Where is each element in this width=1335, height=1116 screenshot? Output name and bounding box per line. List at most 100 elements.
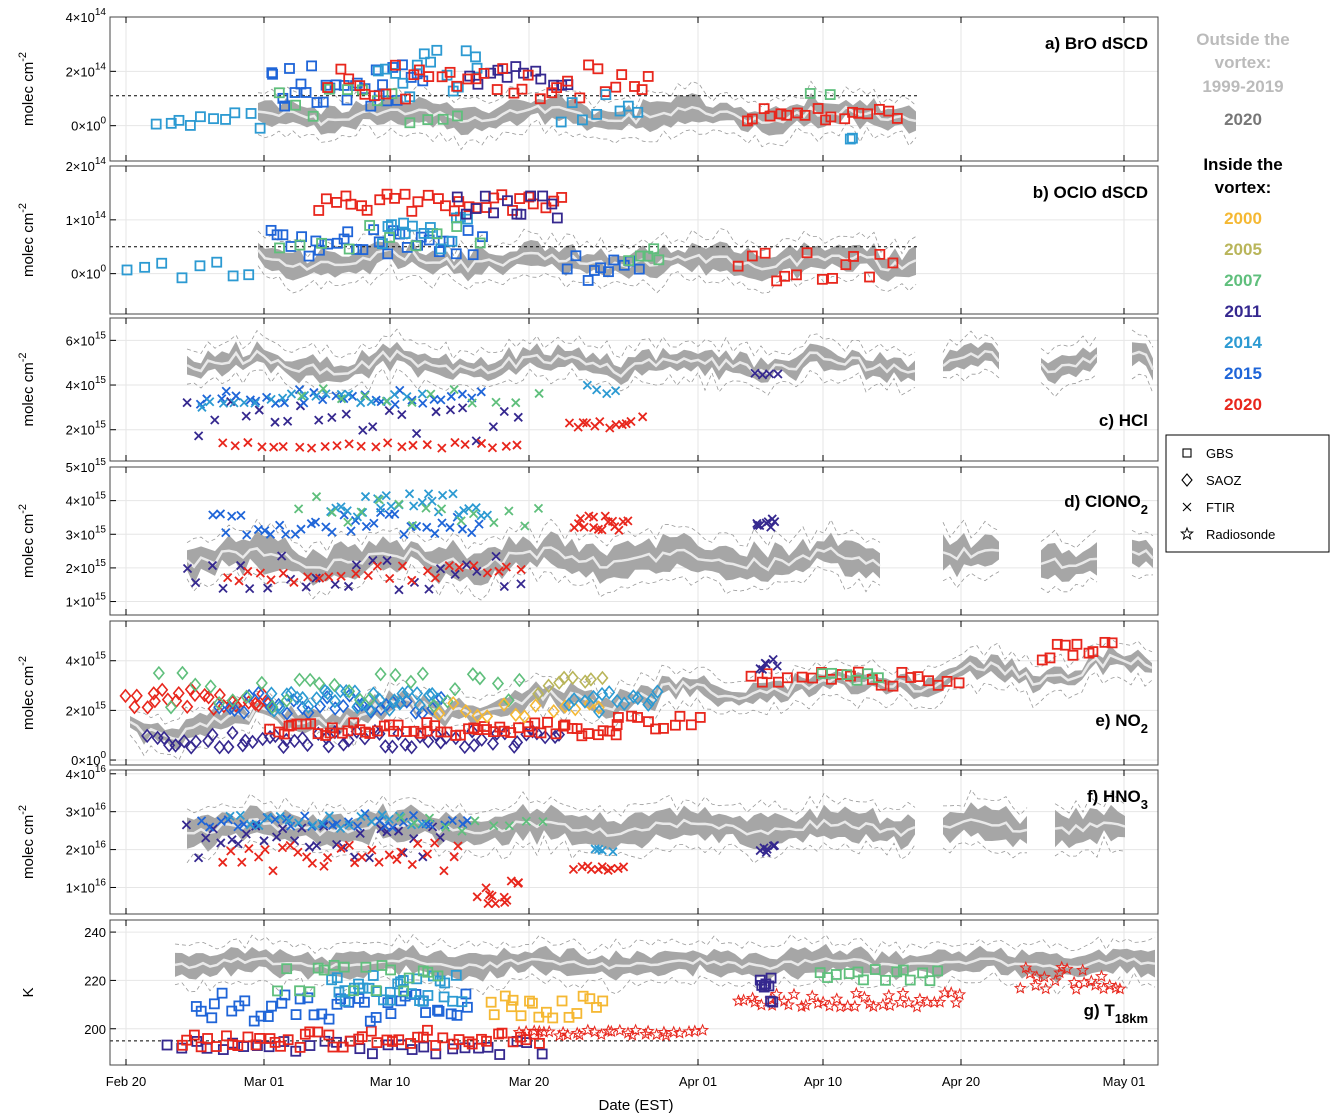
marker-2020-star: [910, 1000, 924, 1013]
marker-2014-diamond: [280, 687, 293, 702]
marker-2020-cross: [244, 843, 254, 854]
marker-2014-cross: [239, 397, 249, 408]
marker-2020-star: [1023, 966, 1037, 980]
marker-2011-cross: [394, 585, 404, 595]
marker-2020-square: [365, 1025, 377, 1037]
marker-2000-square: [591, 1002, 602, 1013]
marker-2011-square: [367, 1048, 378, 1060]
marker-2020-square: [799, 109, 811, 121]
climatology-band: [1041, 542, 1097, 582]
marker-2014-diamond: [423, 687, 436, 703]
y-tick-label: 1×1015: [66, 592, 107, 610]
marker-2011-diamond: [206, 727, 219, 743]
climatology-range-line: [186, 328, 916, 360]
y-tick-label: 0×100: [71, 750, 106, 768]
marker-2015-square: [382, 248, 394, 260]
marker-2014-cross: [602, 388, 612, 399]
marker-2020-cross: [344, 840, 354, 850]
marker-2015-cross: [380, 821, 390, 831]
marker-2007-diamond: [313, 676, 326, 691]
marker-2020-cross: [450, 437, 460, 448]
marker-2020-cross: [320, 441, 330, 452]
marker-2020-star: [1029, 978, 1043, 992]
marker-2014-cross: [417, 819, 427, 829]
climatology-band: [943, 802, 1027, 848]
marker-2020-square: [556, 192, 568, 203]
marker-2011-diamond: [399, 737, 412, 752]
legend-year-2015: 2015: [1224, 364, 1262, 383]
marker-2020-cross: [392, 854, 402, 865]
marker-2007-diamond: [473, 670, 486, 686]
marker-2014-cross: [608, 846, 618, 857]
marker-2007-cross: [457, 826, 467, 836]
square-marker-icon: [1182, 448, 1192, 458]
marker-2020-square: [875, 679, 887, 691]
marker-2014-cross: [482, 510, 493, 520]
marker-2007-diamond: [240, 689, 253, 705]
marker-2020-star: [787, 987, 801, 1001]
marker-2020-star: [833, 999, 847, 1013]
marker-2020-cross: [626, 416, 636, 427]
marker-2020-square: [412, 196, 424, 208]
panel-title: b) OClO dSCD: [1033, 183, 1148, 202]
marker-2011-cross: [397, 409, 407, 420]
marker-2007-square: [851, 674, 863, 686]
marker-2020-square: [478, 68, 490, 79]
marker-2015-square: [377, 79, 388, 91]
marker-2014-square: [339, 995, 351, 1007]
marker-2015-square: [262, 1011, 274, 1022]
marker-2011-diamond: [373, 726, 386, 742]
y-axis-label: molec cm-2: [17, 656, 37, 730]
marker-2015-square: [206, 1012, 218, 1024]
marker-2007-cross: [449, 384, 459, 395]
marker-2007-diamond: [280, 693, 293, 708]
marker-2020-square: [430, 1040, 442, 1051]
marker-2020-square: [632, 712, 643, 723]
marker-2011-diamond: [350, 724, 363, 739]
marker-2020-star: [849, 986, 863, 999]
marker-2011-cross: [499, 406, 509, 417]
marker-2014-diamond: [321, 685, 334, 701]
marker-2020-cross: [408, 440, 418, 450]
marker-2020-cross: [357, 852, 367, 862]
marker-2015-square: [267, 68, 278, 80]
marker-2020-square: [576, 730, 588, 742]
marker-2020-square: [523, 726, 535, 738]
marker-2007-cross: [489, 517, 499, 528]
marker-2020-cross: [597, 862, 607, 872]
climatology-range-line: [186, 367, 916, 397]
marker-2020-star: [830, 992, 844, 1005]
legend-outside-2020: 2020: [1224, 110, 1262, 129]
marker-2014-cross: [336, 502, 346, 512]
marker-2015-square: [420, 1007, 431, 1018]
marker-2020-square: [323, 1029, 335, 1041]
marker-2020-square: [953, 677, 965, 689]
marker-2020-square: [327, 1041, 339, 1053]
marker-2011-square: [494, 1049, 506, 1060]
marker-2007-square: [307, 110, 319, 122]
marker-2014-diamond: [268, 703, 281, 718]
marker-2007-square: [924, 975, 936, 987]
marker-2011-cross: [338, 842, 349, 853]
marker-2020-cross: [472, 892, 482, 902]
marker-2007-square: [343, 243, 355, 255]
marker-2020-square: [202, 1033, 213, 1044]
marker-2007-cross: [297, 391, 307, 401]
marker-2011-cross: [472, 566, 482, 576]
marker-2011-diamond: [429, 727, 443, 742]
marker-2020-square: [792, 107, 803, 119]
marker-2014-cross: [582, 380, 592, 390]
climatology-range-line: [1040, 576, 1098, 594]
marker-2020-square: [444, 66, 456, 78]
marker-2007-square: [272, 985, 283, 997]
marker-2020-square: [522, 720, 534, 732]
marker-2014-cross: [225, 811, 235, 821]
marker-2000-square: [507, 994, 519, 1006]
marker-2020-cross: [476, 438, 487, 449]
marker-2015-cross: [231, 391, 241, 401]
marker-2007-diamond: [427, 698, 440, 713]
climatology-range-line: [942, 571, 1000, 589]
marker-2011-cross: [218, 583, 228, 594]
marker-2014-cross: [324, 811, 335, 821]
marker-2015-square: [338, 233, 350, 245]
